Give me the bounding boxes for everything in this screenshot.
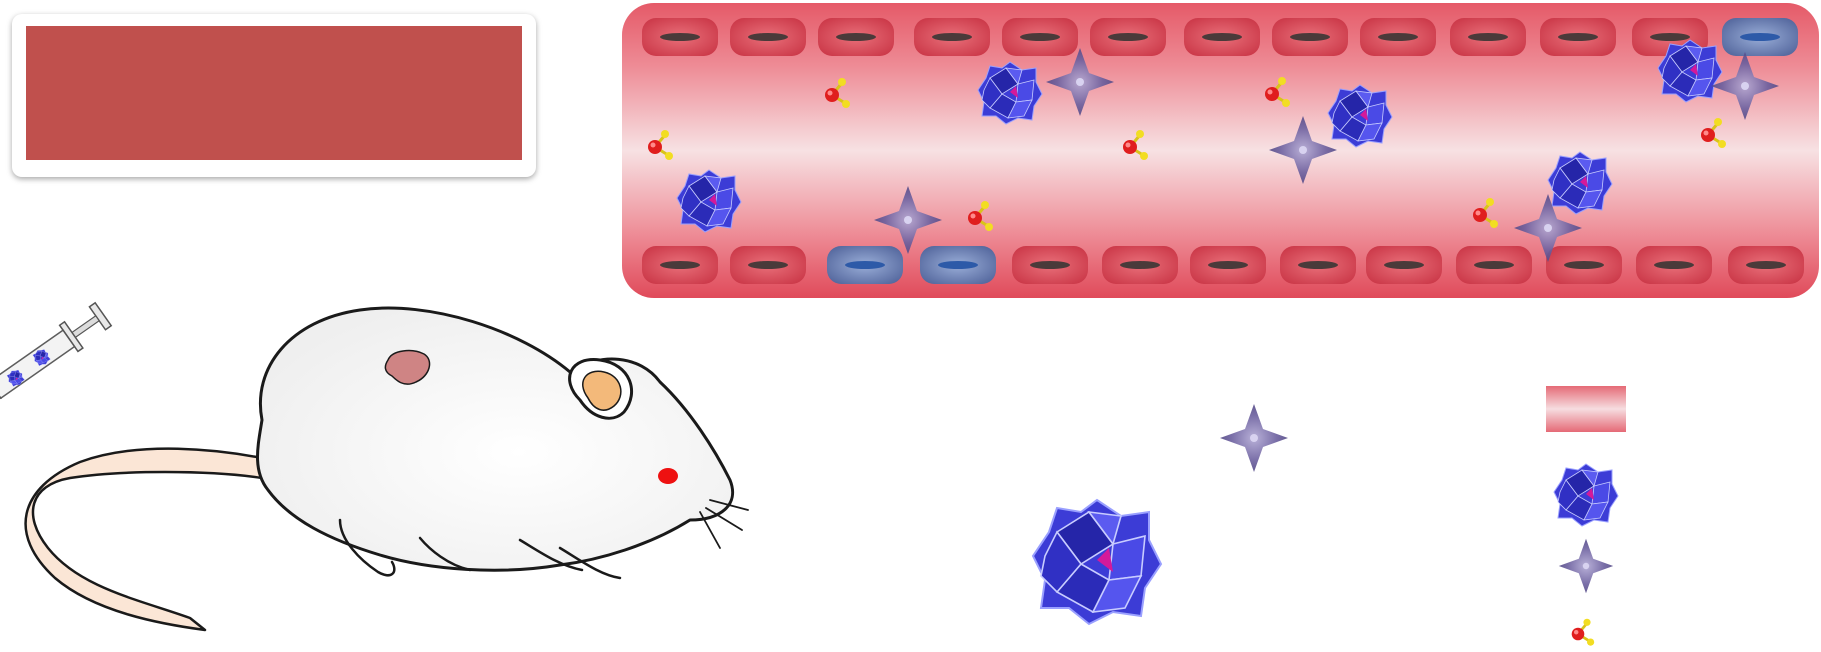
blood-vessel-segment-icon: [1546, 386, 1626, 432]
polyoxometalate-cluster-icon: [1032, 499, 1162, 625]
red-blood-cell-icon: [1184, 18, 1260, 56]
blue-blood-cell-icon: [827, 246, 903, 284]
purple-star-particle-icon: [1220, 404, 1288, 472]
red-blood-cell-icon: [1636, 246, 1712, 284]
red-blood-cell-icon: [1272, 18, 1348, 56]
red-blood-cell-icon: [1102, 246, 1178, 284]
red-blood-cell-icon: [1546, 246, 1622, 284]
red-blood-cell-icon: [730, 18, 806, 56]
purple-star-particle-icon: [1558, 538, 1614, 594]
legend: [1546, 386, 1626, 648]
blue-blood-cell-icon: [920, 246, 996, 284]
red-blood-cell-icon: [1540, 18, 1616, 56]
red-blood-cell-icon: [730, 246, 806, 284]
red-blood-cell-icon: [1366, 246, 1442, 284]
red-blood-cell-icon: [818, 18, 894, 56]
red-blood-cell-icon: [1002, 18, 1078, 56]
syringe-icon: [0, 301, 113, 400]
red-blood-cell-icon: [1012, 246, 1088, 284]
red-blood-cell-icon: [642, 18, 718, 56]
polyoxometalate-cluster-icon: [1553, 463, 1619, 527]
blue-blood-cell-icon: [1722, 18, 1798, 56]
mouse-icon: [24, 306, 749, 632]
red-blood-cell-icon: [1360, 18, 1436, 56]
title-label-box: [12, 14, 536, 177]
red-blood-cell-icon: [1728, 246, 1804, 284]
red-blood-cell-icon: [1456, 246, 1532, 284]
water-molecule-icon: [1570, 617, 1596, 648]
red-blood-cell-icon: [914, 18, 990, 56]
title-label-fill: [26, 26, 522, 160]
red-blood-cell-icon: [1190, 246, 1266, 284]
red-blood-cell-icon: [1090, 18, 1166, 56]
red-blood-cell-icon: [642, 246, 718, 284]
red-blood-cell-icon: [1280, 246, 1356, 284]
red-blood-cell-icon: [1450, 18, 1526, 56]
